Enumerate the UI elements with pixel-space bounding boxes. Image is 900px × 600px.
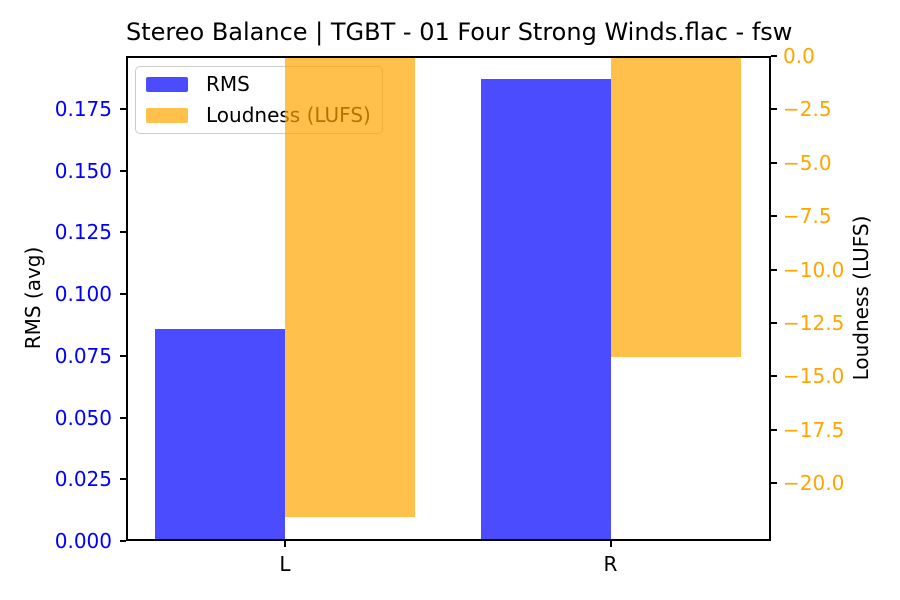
left-axis-tick (120, 416, 126, 419)
loudness-bar (285, 56, 415, 518)
left-axis-tick-label: 0.025 (54, 467, 112, 492)
chart-title: Stereo Balance | TGBT - 01 Four Strong W… (126, 18, 793, 46)
left-axis-tick-label: 0.050 (54, 405, 112, 430)
right-axis-tick-label: −20.0 (783, 471, 845, 496)
right-axis-tick (771, 161, 777, 164)
right-axis-tick (771, 375, 777, 378)
left-axis-tick (120, 169, 126, 172)
right-axis-tick-label: −10.0 (783, 257, 845, 282)
right-axis-tick (771, 322, 777, 325)
right-axis-tick-label: −17.5 (783, 417, 845, 442)
left-axis-tick-label: 0.100 (54, 282, 112, 307)
legend-swatch (146, 108, 188, 123)
left-axis-tick (120, 231, 126, 234)
x-axis-tick (284, 541, 286, 547)
right-axis-tick (771, 268, 777, 271)
left-axis-tick-label: 0.125 (54, 220, 112, 245)
left-axis-tick (120, 354, 126, 357)
legend-entry: RMS (146, 74, 372, 95)
right-axis-tick-label: −15.0 (783, 364, 845, 389)
right-axis-label: Loudness (LUFS) (849, 215, 873, 381)
x-axis-tick-label: R (603, 552, 618, 576)
right-axis-tick-label: −12.5 (783, 311, 845, 336)
left-axis-tick-label: 0.175 (54, 97, 112, 122)
right-axis-tick-label: 0.0 (783, 44, 815, 68)
x-axis-tick-label: L (279, 552, 291, 576)
left-axis-tick (120, 540, 126, 542)
left-axis-label: RMS (avg) (21, 246, 45, 350)
left-axis-tick (120, 478, 126, 481)
loudness-bar (610, 56, 741, 358)
right-axis-tick-label: −5.0 (783, 150, 832, 175)
rms-bar (155, 328, 285, 541)
right-axis-tick (771, 108, 777, 111)
left-axis-tick (120, 293, 126, 296)
right-axis-tick-label: −2.5 (783, 97, 832, 122)
rms-bar (480, 79, 611, 541)
legend-label: RMS (206, 72, 250, 96)
right-axis-tick (771, 428, 777, 431)
x-axis-tick (609, 541, 612, 547)
right-axis-tick (771, 215, 777, 218)
left-axis-tick (120, 108, 126, 111)
right-axis-tick (771, 55, 777, 57)
right-axis-tick-label: −7.5 (783, 204, 832, 229)
legend-swatch (146, 77, 188, 92)
left-axis-tick-label: 0.150 (54, 158, 112, 183)
left-axis-tick-label: 0.075 (54, 343, 112, 368)
left-axis-tick-label: 0.000 (54, 529, 112, 553)
right-axis-tick (771, 482, 777, 485)
